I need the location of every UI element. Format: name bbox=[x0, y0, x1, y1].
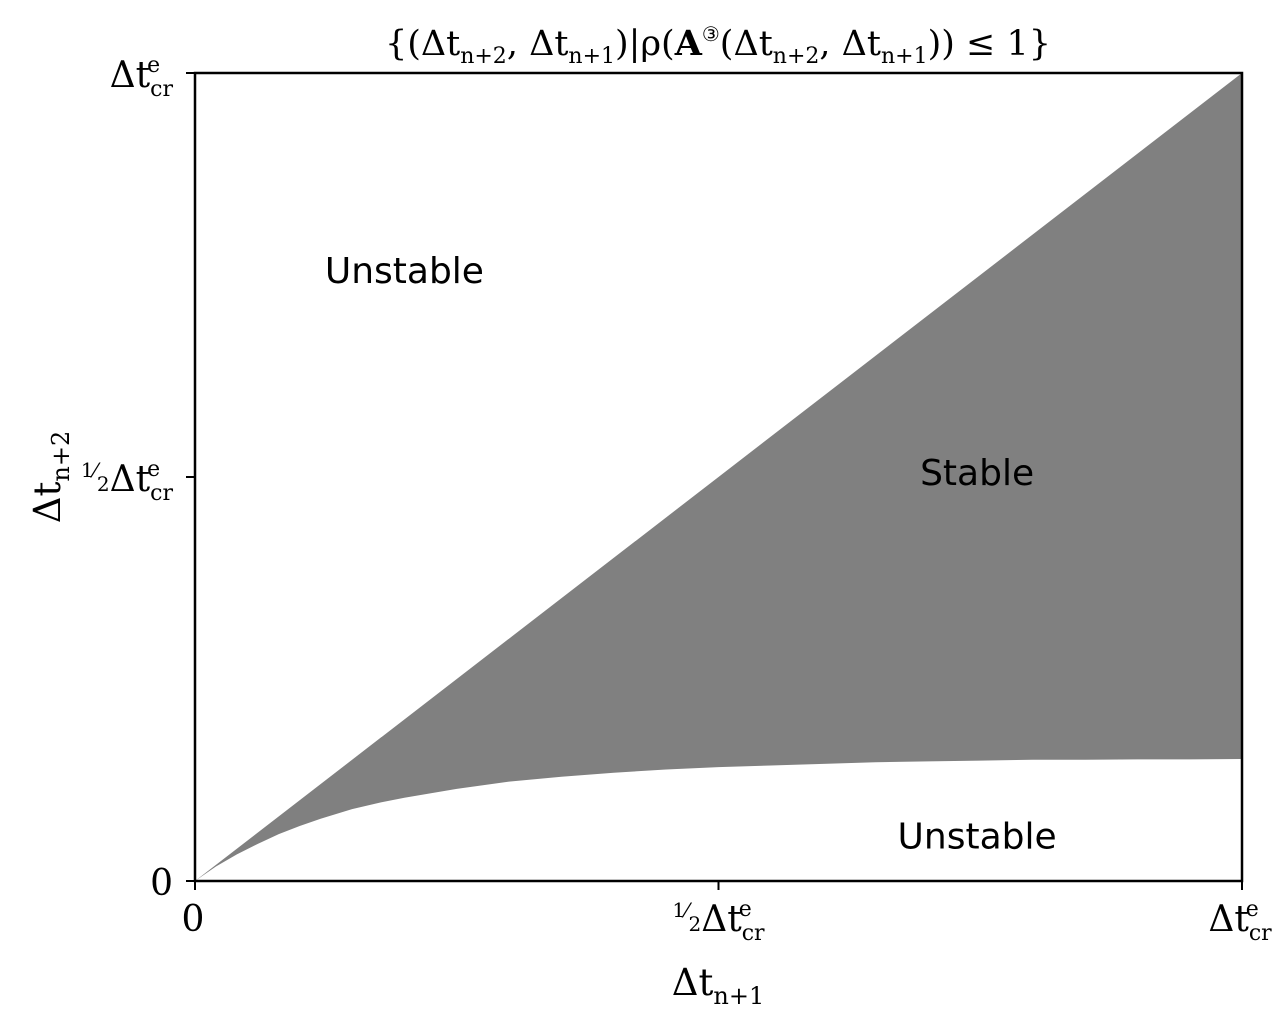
tick-labels: 00 1⁄2Δte cr 1⁄2Δte cr Δte cr Δte cr bbox=[81, 53, 1272, 946]
region-labels: Unstable Stable Unstable bbox=[325, 251, 1057, 858]
chart-title: {(Δtn+2, Δtn+1)|ρ(A③(Δtn+2, Δtn+1)) ≤ 1} bbox=[385, 22, 1051, 69]
region-label-unstable: Unstable bbox=[898, 817, 1057, 858]
y-tick-label: 1⁄2Δte cr bbox=[81, 457, 174, 506]
y-axis-label: Δtn+2 bbox=[26, 431, 75, 523]
x-axis-label: Δtn+1 bbox=[672, 961, 764, 1010]
y-tick-label: 0 bbox=[150, 863, 173, 904]
region-label-stable: Stable bbox=[920, 453, 1034, 494]
plot-layer bbox=[186, 71, 1244, 890]
x-tick-label: Δte cr bbox=[1208, 897, 1272, 946]
x-tick-label: 0 bbox=[182, 899, 205, 940]
y-tick-label: Δte cr bbox=[110, 53, 174, 102]
x-tick-label: 1⁄2Δte cr bbox=[672, 897, 765, 946]
region-label-unstable: Unstable bbox=[325, 251, 484, 292]
stable-region-fill bbox=[195, 73, 1242, 881]
